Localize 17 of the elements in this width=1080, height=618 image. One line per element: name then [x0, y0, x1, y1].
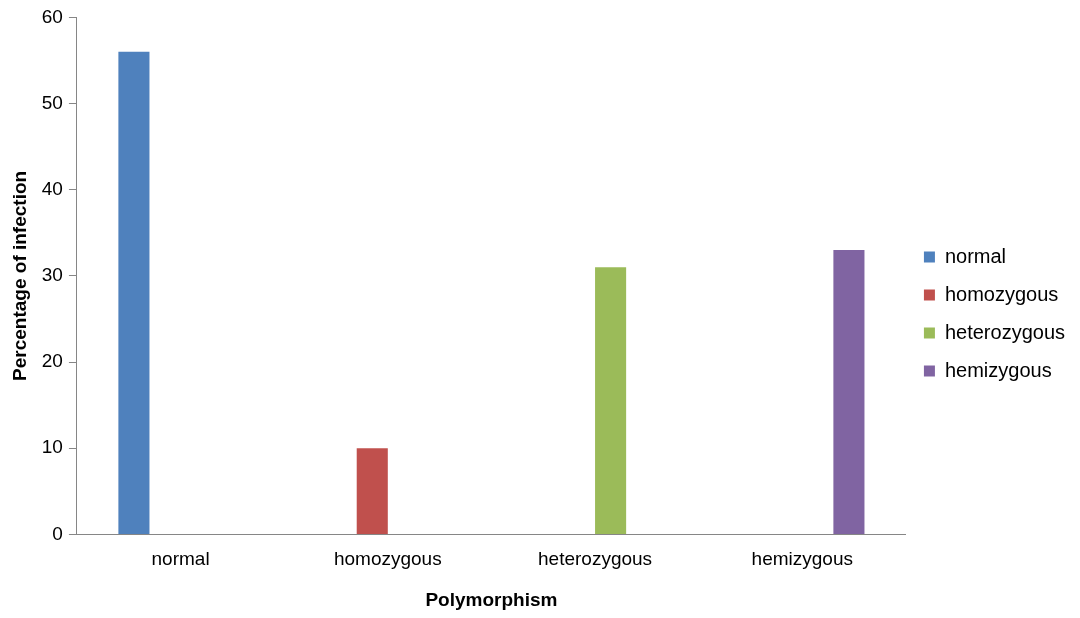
y-axis-title: Percentage of infection	[8, 170, 30, 381]
x-tick-label: heterozygous	[538, 548, 653, 570]
legend-label: normal	[944, 244, 1007, 267]
legend-label: hemizygous	[944, 358, 1052, 381]
y-tick-label: 40	[41, 177, 63, 199]
y-tick-label: 0	[52, 522, 63, 544]
legend-label: homozygous	[944, 282, 1059, 305]
legend-label: heterozygous	[944, 320, 1065, 343]
y-tick-label: 30	[41, 264, 63, 286]
x-tick-label: normal	[151, 548, 210, 570]
x-axis-title: Polymorphism	[425, 588, 558, 610]
y-tick-label: 20	[41, 350, 63, 372]
x-tick-label: hemizygous	[751, 548, 853, 570]
y-tick-label: 10	[41, 436, 63, 458]
x-tick-label: homozygous	[333, 548, 442, 570]
y-tick-label: 50	[41, 91, 63, 113]
y-tick-label: 60	[41, 5, 63, 27]
